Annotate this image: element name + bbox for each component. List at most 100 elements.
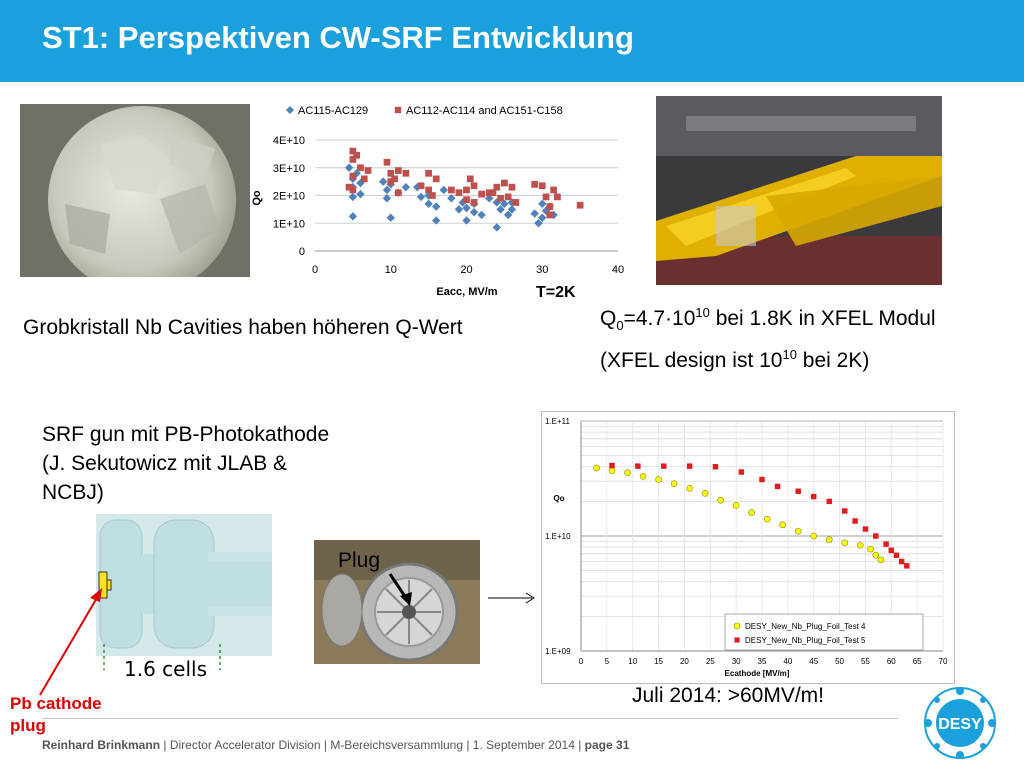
data-point-diamond: [500, 199, 509, 209]
data-point-square: [686, 463, 693, 469]
data-point-diamond: [382, 194, 392, 203]
data-point-square: [493, 183, 501, 191]
q0-xfel-text: Q0=4.7·1010 bei 1.8K in XFEL Modul (XFEL…: [600, 298, 936, 375]
grobkristall-caption: Grobkristall Nb Cavities haben höheren Q…: [23, 316, 463, 339]
data-point-circle: [841, 539, 849, 547]
data-point-square: [394, 167, 402, 174]
grain-cavity-photo: [20, 104, 250, 277]
data-point-square: [512, 199, 520, 206]
data-point-diamond: [462, 203, 471, 213]
q0-exponent: 10: [695, 305, 710, 320]
data-point-diamond: [538, 199, 547, 209]
x-tick-label: 35: [758, 657, 767, 666]
data-point-square: [417, 182, 425, 190]
y-tick-label: 1.E+10: [545, 532, 571, 541]
data-point-square: [774, 483, 781, 490]
data-point-diamond: [541, 206, 551, 215]
y-tick-label: 0: [299, 246, 305, 258]
chart-points: [593, 462, 910, 569]
srf-gun-text: SRF gun mit PB-Photokathode (J. Sekutowi…: [42, 420, 329, 507]
chart-q0-vs-eacc: AC115-AC129 AC112-AC114 and AC151-C158 0 1…: [252, 105, 624, 298]
data-point-diamond: [469, 207, 479, 217]
cavity-diagram: [96, 514, 272, 656]
data-point-square: [463, 196, 470, 204]
data-point-diamond: [477, 210, 486, 220]
footer-info: | Director Accelerator Division | M-Bere…: [160, 738, 585, 752]
data-point-diamond: [530, 209, 539, 218]
data-point-circle: [856, 542, 864, 549]
data-point-square: [360, 175, 368, 183]
data-point-square: [795, 488, 801, 494]
data-point-square: [738, 469, 745, 475]
data-point-square: [455, 189, 463, 197]
legend-marker: [734, 637, 740, 643]
legend-label: DESY_New_Nb_Plug_Foil_Test 5: [745, 636, 866, 645]
data-point-square: [364, 167, 372, 174]
y-tick-label: 3E+10: [273, 163, 305, 175]
connector-arrow: [488, 592, 535, 604]
data-point-square: [429, 192, 436, 199]
legend-marker: [286, 106, 294, 114]
data-point-square: [862, 526, 869, 532]
data-point-square: [391, 175, 398, 183]
q0-line-1: Q0=4.7·1010 bei 1.8K in XFEL Modul: [600, 298, 936, 340]
data-point-circle: [670, 480, 678, 487]
data-point-circle: [877, 556, 885, 564]
data-point-square: [485, 189, 493, 197]
data-point-circle: [867, 545, 874, 553]
x-tick-label: 25: [706, 657, 715, 666]
data-point-square: [842, 508, 848, 514]
data-point-circle: [732, 501, 740, 509]
x-tick-label: 60: [887, 657, 896, 666]
q0-line-2: (XFEL design ist 1010 bei 2K): [600, 340, 936, 375]
x-tick-label: 55: [861, 657, 870, 666]
q0-value: =4.7·10: [623, 307, 696, 330]
desy-logo: DESY: [924, 687, 996, 759]
x-tick-label: 0: [312, 264, 318, 276]
x-tick-label: 5: [605, 657, 610, 666]
data-point-diamond: [344, 163, 354, 172]
data-point-square: [470, 199, 478, 206]
data-point-square: [478, 190, 486, 198]
data-point-square: [759, 476, 765, 483]
plug-arrow: [388, 573, 412, 606]
data-point-diamond: [447, 194, 456, 203]
srf-gun-line-1: SRF gun mit PB-Photokathode: [42, 423, 330, 446]
data-point-circle: [639, 473, 647, 480]
data-point-circle: [655, 476, 662, 483]
q0-subscript: 0: [616, 318, 624, 334]
data-point-square: [712, 464, 719, 470]
data-point-circle: [593, 464, 600, 472]
data-point-diamond: [352, 169, 361, 178]
data-point-diamond: [485, 194, 494, 203]
srf-gun-line-3: NCBJ): [42, 481, 104, 504]
x-tick-label: 50: [835, 657, 844, 666]
legend-label: DESY_New_Nb_Plug_Foil_Test 4: [745, 622, 866, 631]
y-tick-label: 1.E+09: [545, 647, 571, 656]
data-point-square: [394, 189, 402, 197]
data-point-diamond: [348, 192, 358, 202]
data-point-square: [661, 463, 667, 469]
data-point-square: [635, 463, 641, 469]
y-tick-label: 4E+10: [273, 135, 305, 147]
data-point-square: [357, 164, 364, 172]
data-point-circle: [763, 515, 771, 523]
legend-marker: [394, 106, 402, 114]
x-tick-label: 20: [460, 264, 472, 276]
x-tick-label: 15: [654, 657, 663, 666]
data-point-diamond: [439, 185, 448, 195]
data-point-square: [888, 547, 895, 554]
cells-label: 1.6 cells: [124, 657, 207, 681]
legend-label: AC115-AC129: [298, 105, 368, 117]
data-point-circle: [794, 527, 802, 535]
data-point-square: [402, 169, 410, 177]
data-point-square: [542, 193, 550, 201]
data-point-square: [826, 498, 832, 505]
data-point-square: [609, 462, 615, 469]
y-tick-label: 1.E+11: [545, 417, 571, 426]
data-point-square: [353, 151, 361, 159]
data-point-diamond: [462, 216, 471, 225]
chart-legend: AC115-AC129 AC112-AC114 and AC151-C158: [286, 105, 563, 117]
x-tick-label: 65: [913, 657, 922, 666]
data-point-diamond: [356, 189, 365, 199]
